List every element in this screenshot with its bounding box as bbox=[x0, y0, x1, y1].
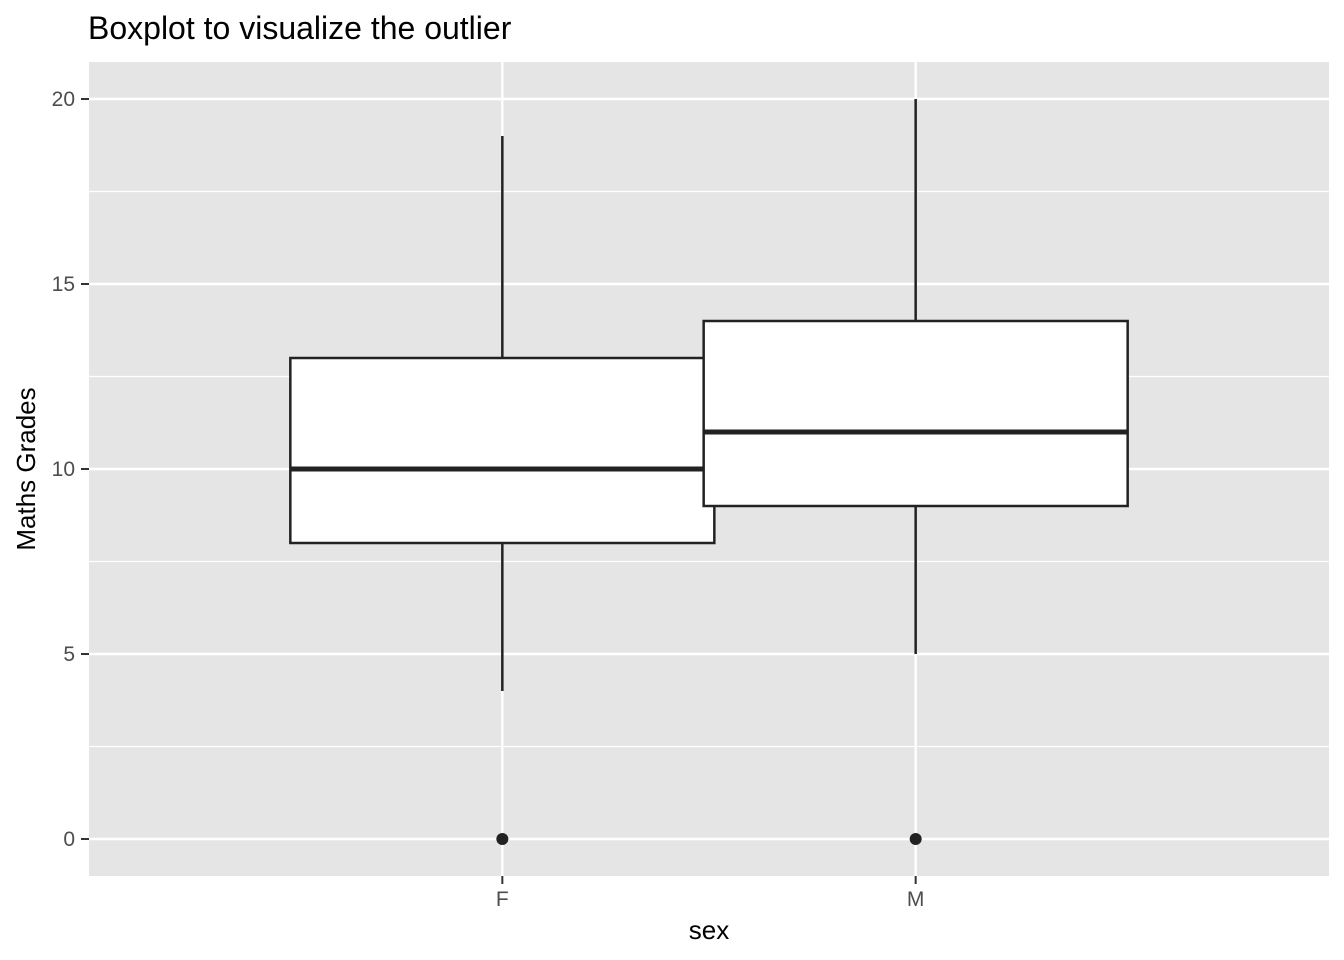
y-tick-label: 5 bbox=[63, 643, 75, 666]
y-tick-label: 0 bbox=[63, 828, 75, 851]
x-tick-label: M bbox=[907, 888, 925, 911]
box-iqr bbox=[702, 319, 1129, 508]
y-axis-title: Maths Grades bbox=[11, 387, 41, 550]
y-tick-label: 20 bbox=[52, 88, 75, 111]
box-m bbox=[702, 99, 1129, 845]
box-f bbox=[289, 136, 716, 845]
outlier-point bbox=[909, 833, 922, 845]
box-layer bbox=[289, 99, 1129, 845]
y-tick-label: 10 bbox=[52, 458, 75, 481]
x-tick-label: F bbox=[496, 888, 509, 911]
y-tick-label: 15 bbox=[52, 273, 75, 296]
outlier-point bbox=[496, 833, 509, 845]
y-axis: 0 5 10 15 20 bbox=[52, 88, 89, 851]
box-iqr bbox=[289, 356, 716, 545]
chart-title: Boxplot to visualize the outlier bbox=[88, 10, 512, 46]
x-axis-title: sex bbox=[689, 915, 729, 945]
